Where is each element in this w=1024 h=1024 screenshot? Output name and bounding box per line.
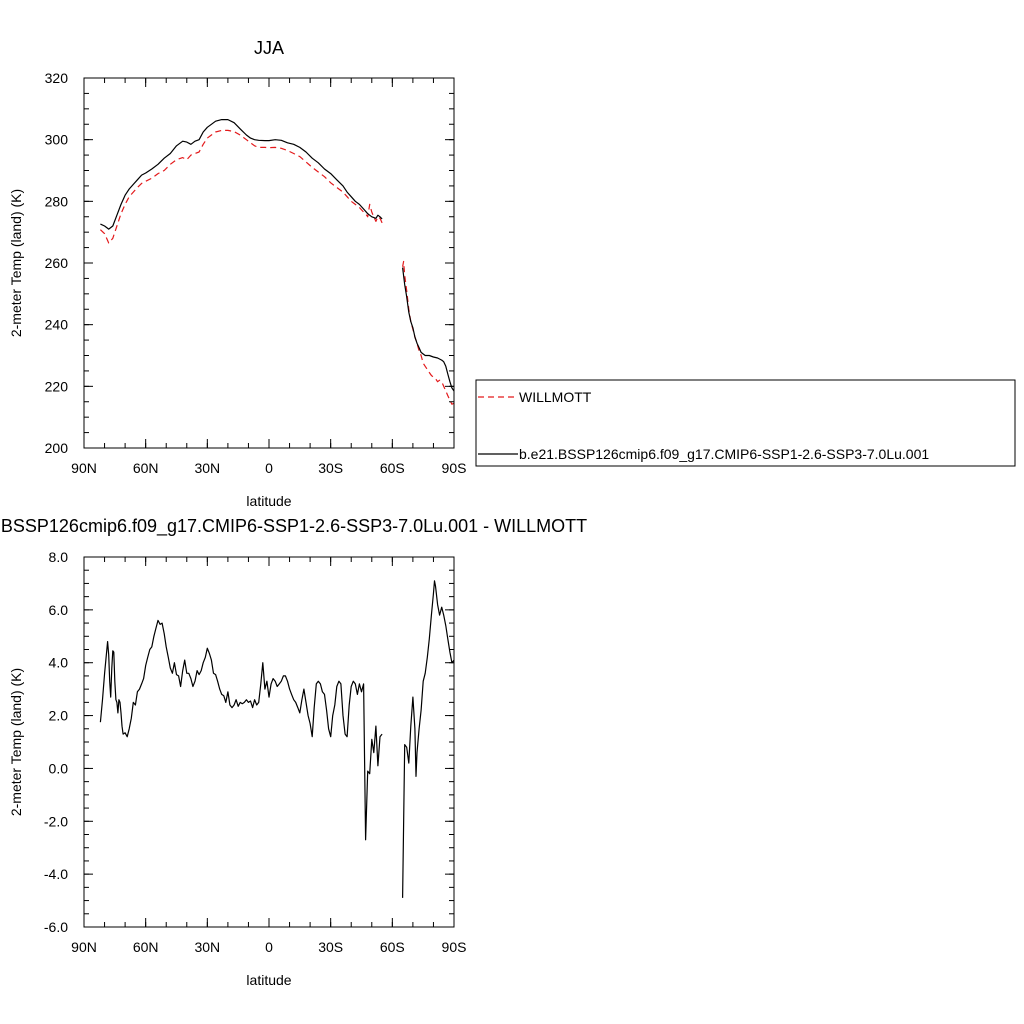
top-x-tick-label: 30S (318, 460, 343, 476)
top-x-tick-label: 90N (71, 460, 97, 476)
bottom-y-tick-label: 4.0 (49, 655, 69, 671)
bottom-x-tick-label: 60N (133, 939, 159, 955)
top-y-tick-label: 280 (45, 193, 69, 209)
top-y-tick-label: 240 (45, 317, 69, 333)
bottom-x-tick-label: 90N (71, 939, 97, 955)
top-chart: JJA 200 220 240 260 280 300 320 90N 60N 30N 0 30S 6… (8, 38, 466, 509)
bottom-y-tick-label: 0.0 (49, 760, 69, 776)
top-x-tick-label: 0 (265, 460, 273, 476)
bottom-y-tick-label: 6.0 (49, 602, 69, 618)
top-y-tick-label: 200 (45, 440, 69, 456)
top-y-tick-label: 300 (45, 132, 69, 148)
bottom-y-tick-label: -6.0 (44, 919, 68, 935)
top-x-tick-label: 60S (380, 460, 405, 476)
bottom-y-tick-label: 8.0 (49, 549, 69, 565)
legend: WILLMOTT b.e21.BSSP126cmip6.f09_g17.CMIP… (475, 379, 1016, 467)
bottom-series-0-segment-1 (402, 580, 455, 898)
top-x-tick-label: 60N (133, 460, 159, 476)
bottom-x-tick-label: 30N (194, 939, 220, 955)
bottom-x-tick-label: 90S (442, 939, 467, 955)
top-series-0-segment-0 (99, 129, 383, 244)
bottom-series-0-segment-0 (99, 619, 383, 841)
top-series-1-segment-0 (100, 118, 383, 230)
top-x-ticks: 90N 60N 30N 0 30S 60S 90S (71, 78, 466, 476)
bottom-y-tick-label: 2.0 (49, 708, 69, 724)
bottom-plot-frame (83, 556, 455, 928)
top-x-axis-label: latitude (246, 493, 291, 509)
top-y-axis-label: 2-meter Temp (land) (K) (8, 189, 24, 337)
bottom-x-tick-label: 30S (318, 939, 343, 955)
top-chart-title: JJA (254, 38, 284, 58)
bottom-x-tick-label: 0 (265, 939, 273, 955)
top-y-tick-label: 320 (45, 70, 69, 86)
bottom-x-ticks: 90N 60N 30N 0 30S 60S 90S (71, 557, 466, 955)
top-series-0-segment-1 (402, 260, 455, 405)
legend-label-model: b.e21.BSSP126cmip6.f09_g17.CMIP6-SSP1-2.… (519, 446, 929, 462)
top-series-1-segment-1 (402, 267, 455, 392)
bottom-chart-title: b.e21.BSSP126cmip6.f09_g17.CMIP6-SSP1-2.… (0, 516, 587, 537)
top-x-tick-label: 30N (194, 460, 220, 476)
bottom-x-axis-label: latitude (246, 972, 291, 988)
bottom-y-tick-label: -4.0 (44, 866, 68, 882)
bottom-y-axis-label: 2-meter Temp (land) (K) (8, 668, 24, 816)
bottom-x-tick-label: 60S (380, 939, 405, 955)
legend-box (475, 379, 1016, 467)
top-y-tick-label: 220 (45, 378, 69, 394)
top-x-tick-label: 90S (442, 460, 467, 476)
top-y-tick-label: 260 (45, 255, 69, 271)
top-chart-lines (99, 118, 455, 405)
bottom-chart-lines (99, 580, 455, 898)
bottom-y-ticks: -6.0 -4.0 -2.0 0.0 2.0 4.0 6.0 8.0 (44, 549, 454, 935)
bottom-chart: b.e21.BSSP126cmip6.f09_g17.CMIP6-SSP1-2.… (0, 516, 587, 988)
legend-label-willmott: WILLMOTT (519, 389, 592, 405)
bottom-y-tick-label: -2.0 (44, 813, 68, 829)
top-plot-frame (83, 77, 455, 449)
top-y-ticks: 200 220 240 260 280 300 320 (45, 70, 454, 456)
